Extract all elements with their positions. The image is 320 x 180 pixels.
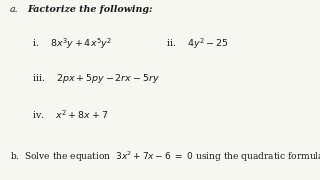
Text: iv.    $x^2 + 8x + 7$: iv. $x^2 + 8x + 7$ xyxy=(32,108,108,121)
Text: iii.    $2px + 5py - 2rx - 5ry$: iii. $2px + 5py - 2rx - 5ry$ xyxy=(32,72,160,85)
Text: Factorize the following:: Factorize the following: xyxy=(27,5,153,14)
Text: a.: a. xyxy=(10,5,18,14)
Text: b.  Solve the equation  $3x^2 + 7x - 6\ =\ 0$ using the quadratic formula:: b. Solve the equation $3x^2 + 7x - 6\ =\… xyxy=(10,149,320,164)
Text: ii.    $4y^2 - 25$: ii. $4y^2 - 25$ xyxy=(166,36,229,51)
Text: i.    $8x^3y + 4x^5y^2$: i. $8x^3y + 4x^5y^2$ xyxy=(32,36,112,51)
